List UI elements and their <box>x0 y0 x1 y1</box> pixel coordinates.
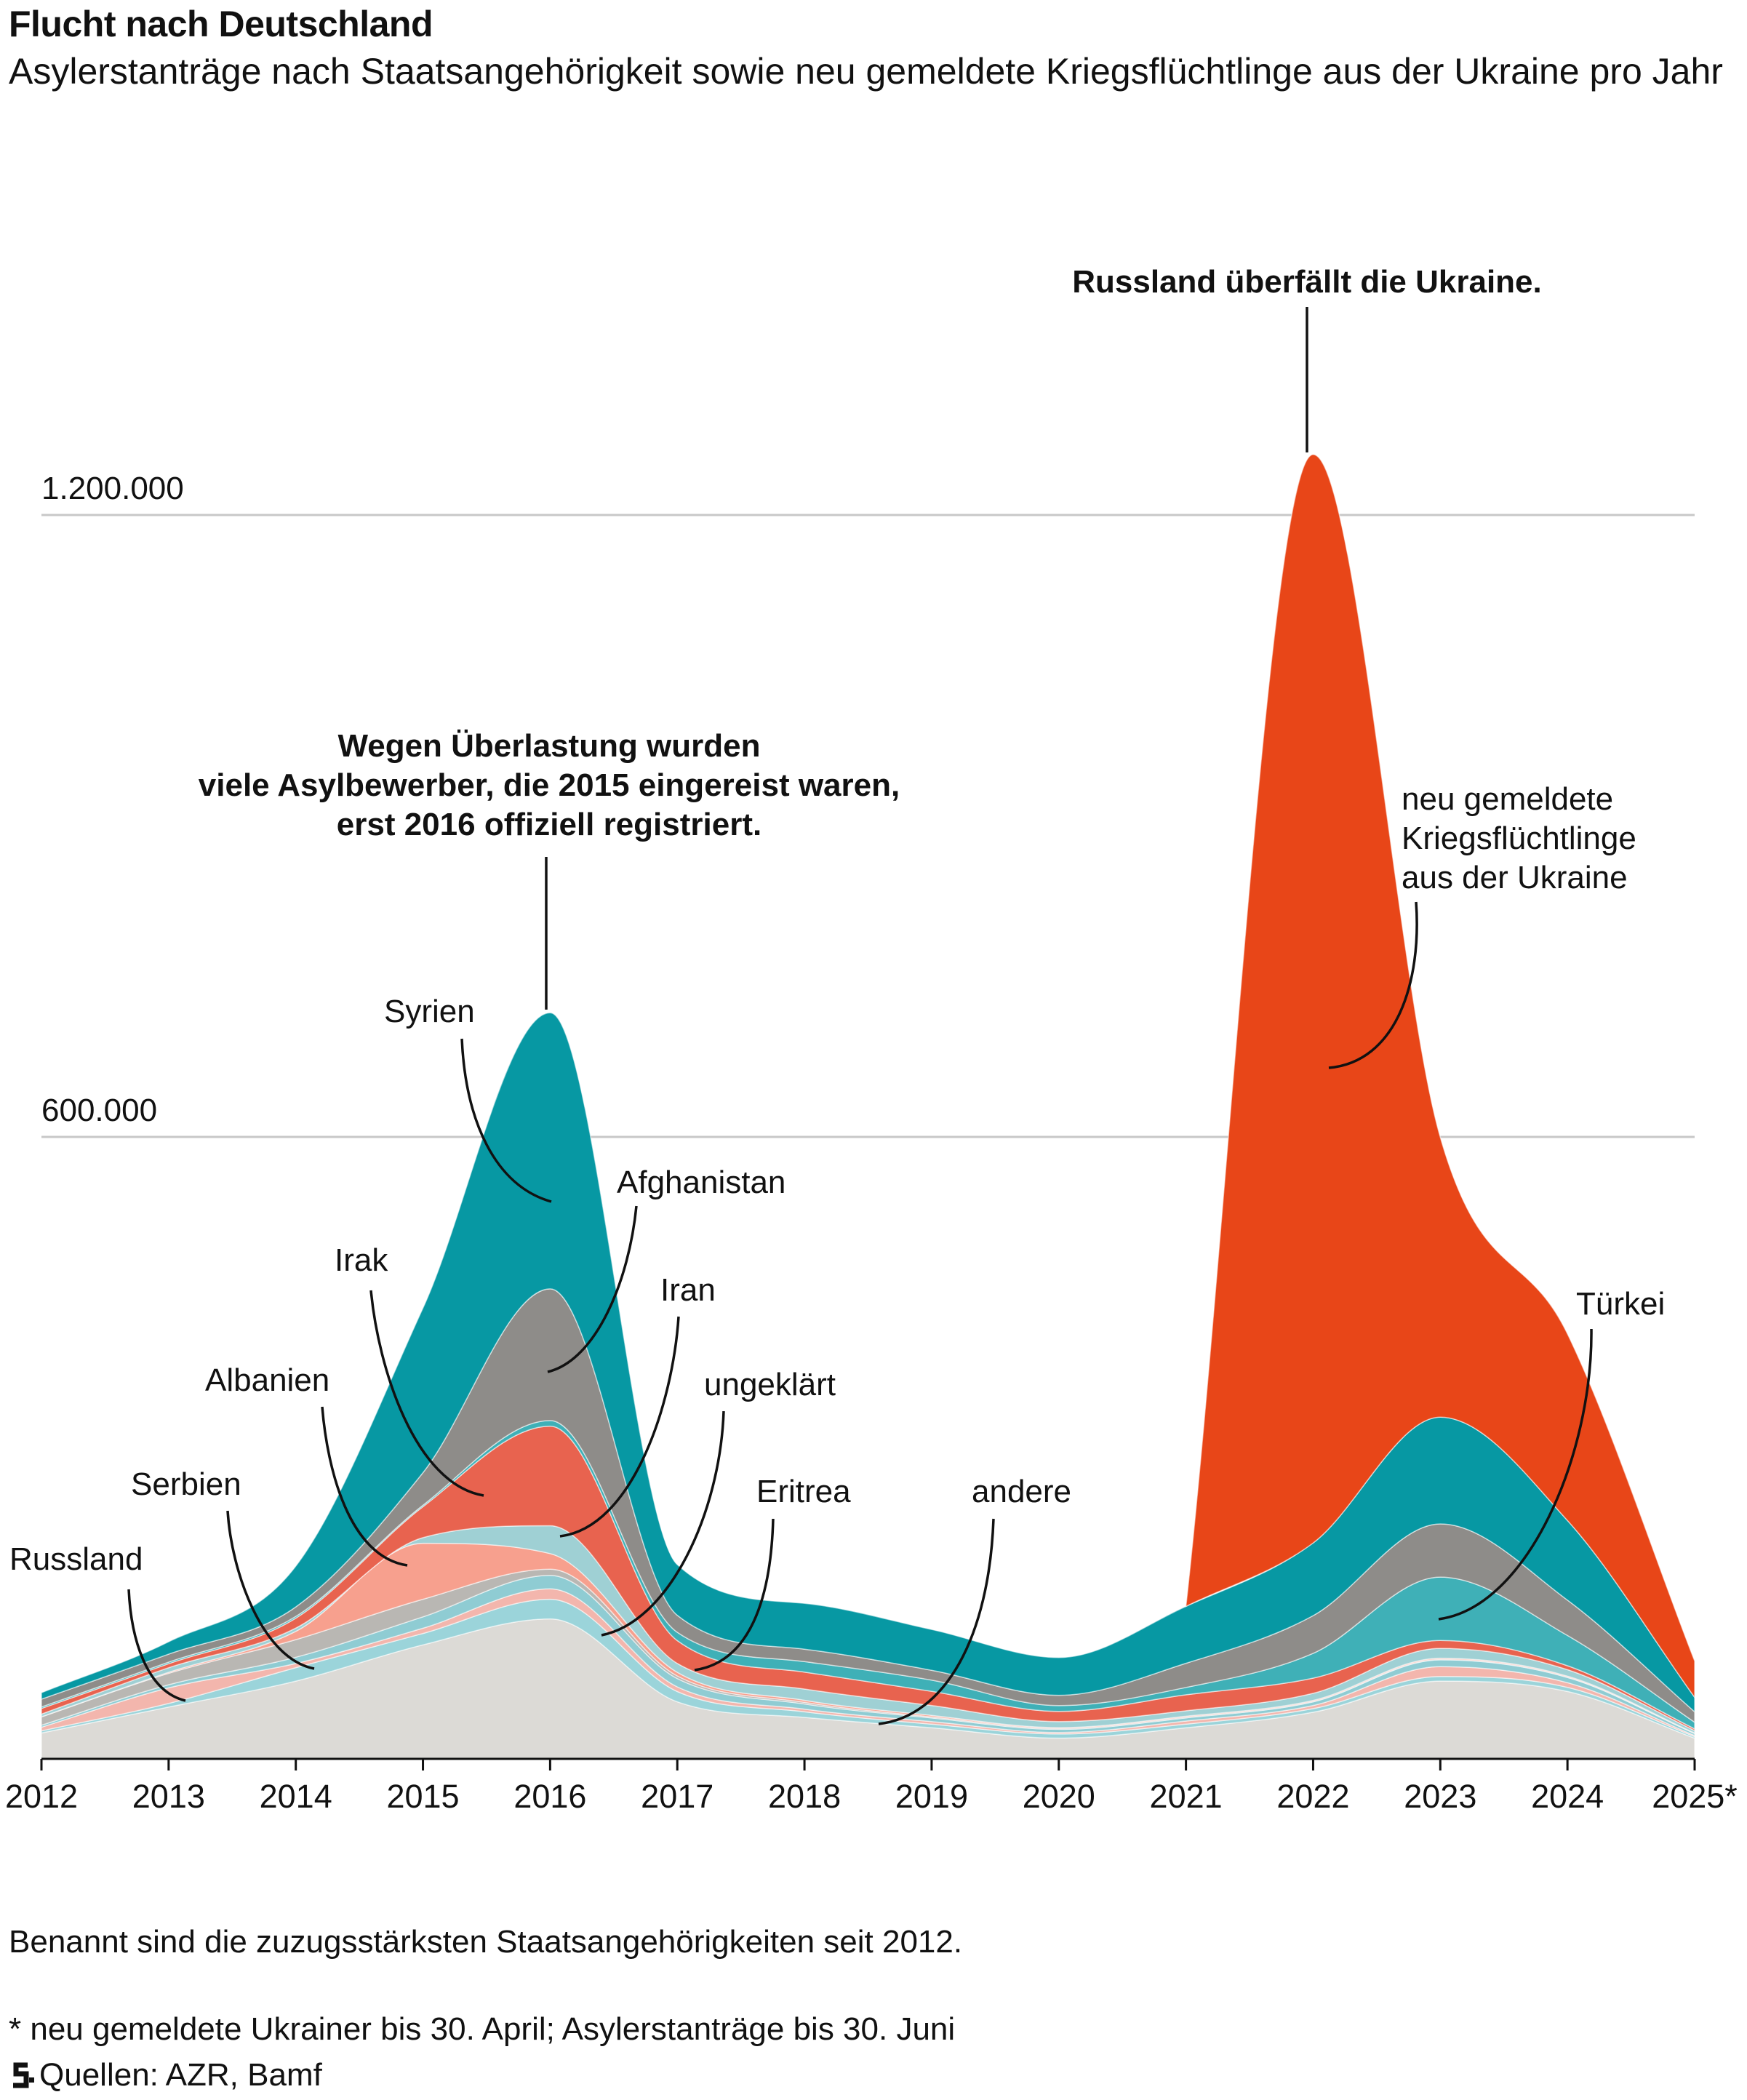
x-tick-label: 2019 <box>895 1778 968 1815</box>
x-tick-label: 2016 <box>513 1778 586 1815</box>
y-tick-label: 600.000 <box>41 1093 157 1128</box>
label-albanien: Albanien <box>205 1362 329 1398</box>
label-russland: Russland <box>9 1541 143 1577</box>
x-tick-label: 2024 <box>1531 1778 1604 1815</box>
x-tick-label: 2023 <box>1404 1778 1476 1815</box>
leader-line <box>127 1589 186 1702</box>
x-tick-label: 2013 <box>132 1778 205 1815</box>
annotation-overload-line: Wegen Überlastung wurden <box>337 728 760 764</box>
area-neu <box>1185 454 1695 1699</box>
x-tick-label: 2017 <box>641 1778 713 1815</box>
x-tick-label: 2025* <box>1652 1778 1738 1815</box>
leader-line <box>1328 901 1418 1069</box>
x-tick-label: 2014 <box>260 1778 332 1815</box>
label-ukraine-line: Kriegsflüchtlinge <box>1402 821 1636 856</box>
label-eritrea: Eritrea <box>756 1474 851 1509</box>
label-ukraine-line: aus der Ukraine <box>1402 860 1628 895</box>
label-syrien: Syrien <box>384 994 475 1029</box>
leader-line <box>878 1518 995 1725</box>
annotation-overload-line: viele Asylbewerber, die 2015 eingereist … <box>199 767 900 803</box>
x-tick-label: 2012 <box>5 1778 78 1815</box>
label-tuerkei: Türkei <box>1576 1286 1665 1322</box>
label-ukraine-line: neu gemeldete <box>1402 781 1613 817</box>
area-series <box>41 454 1695 1760</box>
label-andere: andere <box>972 1474 1071 1509</box>
x-axis: 2012 2013 2014 2015 2016 2017 2018 2019 2020 2021… <box>5 1757 1738 1815</box>
leader-line <box>1438 1328 1593 1621</box>
x-tick-label: 2015 <box>386 1778 459 1815</box>
leader-line <box>601 1410 725 1637</box>
label-serbien: Serbien <box>131 1466 241 1502</box>
x-tick-label: 2018 <box>768 1778 841 1815</box>
annotation-invasion: Russland überfällt die Ukraine. <box>1072 264 1542 300</box>
chart-subtitle: Asylerstanträge nach Staatsangehörigkeit… <box>9 51 1723 92</box>
leader-line <box>369 1290 484 1497</box>
series-labels: Russland Serbien Albanien Irak Syrien Afghani… <box>9 264 1665 1725</box>
leader-line <box>547 1205 638 1373</box>
label-irak: Irak <box>335 1242 388 1278</box>
annotation-overload-line: erst 2016 offiziell registriert. <box>337 807 761 842</box>
source-text: Quellen: AZR, Bamf <box>39 2057 322 2093</box>
label-afghanistan: Afghanistan <box>617 1165 785 1200</box>
x-tick-label: 2020 <box>1023 1778 1095 1815</box>
y-tick-label: 1.200.000 <box>41 471 184 506</box>
spiegel-logo-icon <box>13 2062 34 2088</box>
leader-line <box>694 1518 775 1672</box>
leader-line <box>559 1316 680 1538</box>
chart-note: Benannt sind die zuzugsstärksten Staatsa… <box>9 1924 963 1960</box>
source-line: Quellen: AZR, Bamf <box>9 2057 322 2093</box>
leader-line <box>321 1406 408 1567</box>
label-iran: Iran <box>660 1272 716 1308</box>
x-tick-label: 2022 <box>1276 1778 1349 1815</box>
label-ungeklaert: ungeklärt <box>704 1367 836 1402</box>
footnote: * neu gemeldete Ukrainer bis 30. April; … <box>9 2011 956 2047</box>
x-tick-label: 2021 <box>1150 1778 1223 1815</box>
leader-line <box>226 1510 315 1670</box>
gridlines: 600.000 1.200.000 <box>41 471 1695 1138</box>
leader-line <box>460 1038 552 1203</box>
chart-title: Flucht nach Deutschland <box>9 4 433 44</box>
